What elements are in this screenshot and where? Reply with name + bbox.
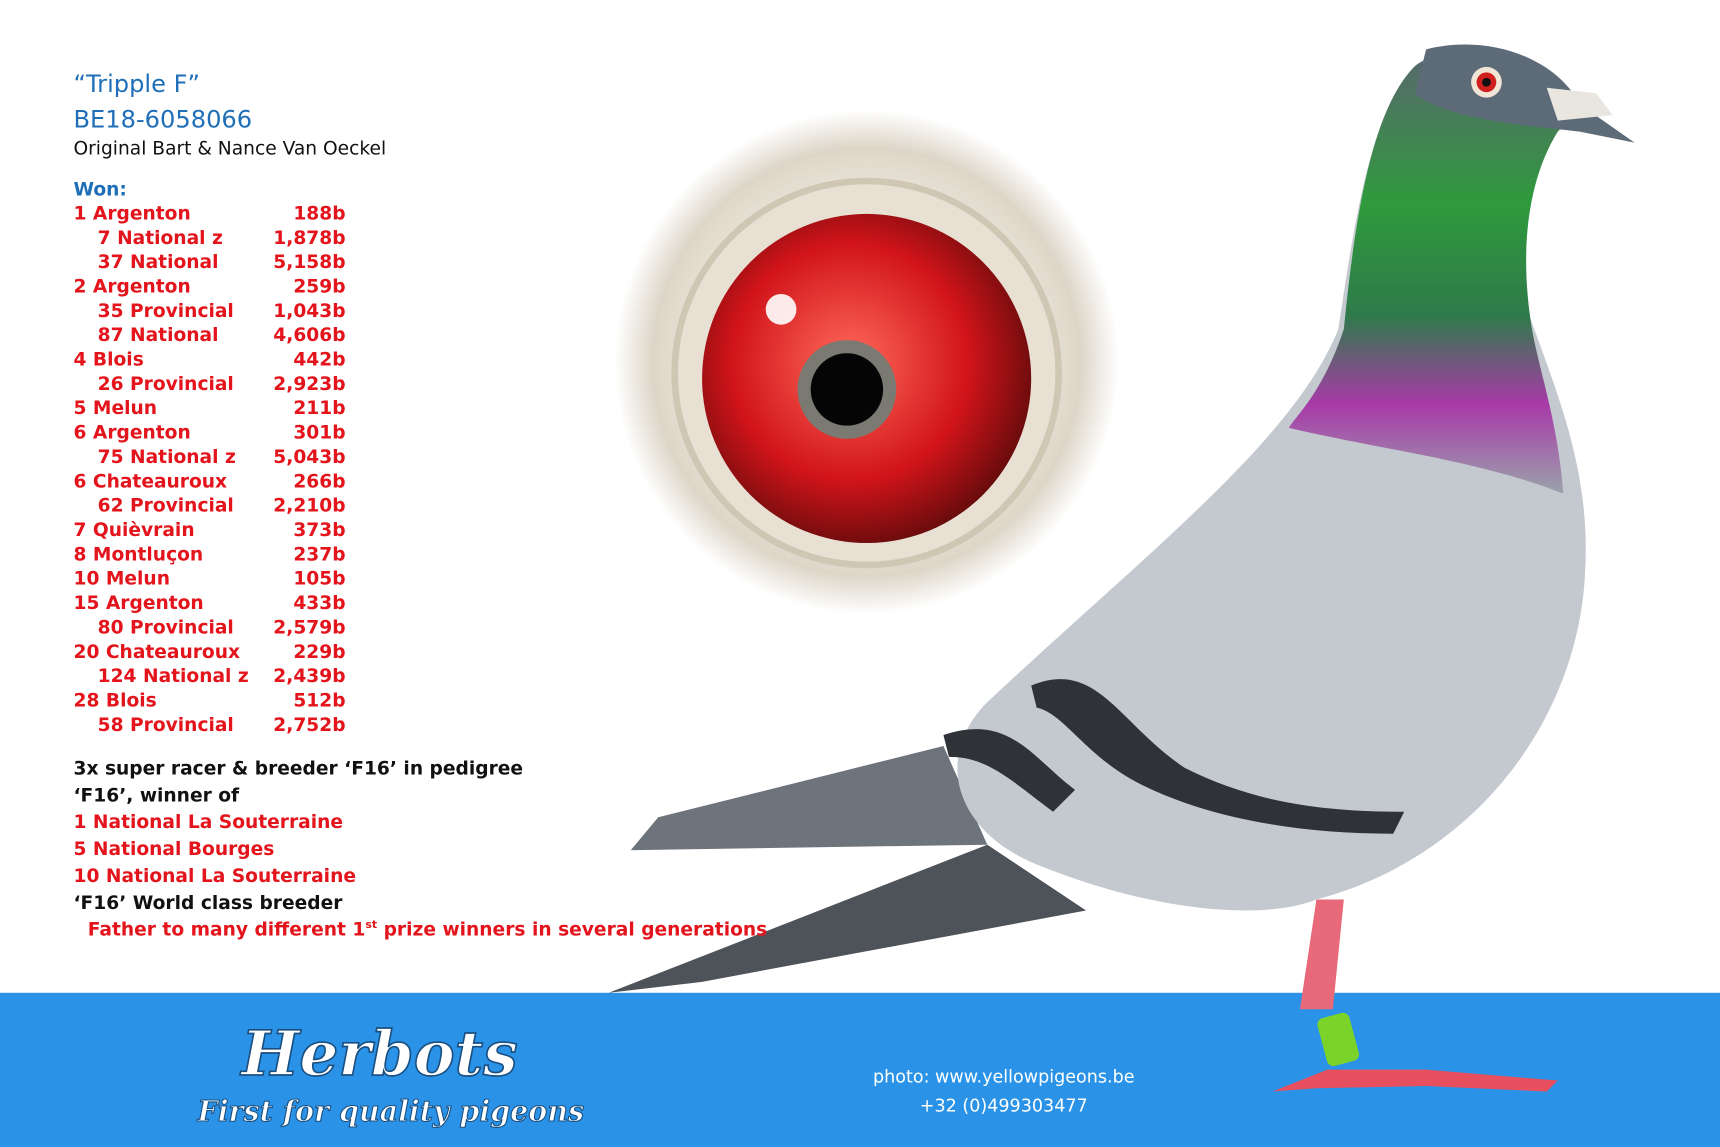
race: 35 Provincial — [98, 301, 234, 322]
won-label: Won: — [73, 179, 126, 200]
birds: 105b — [293, 569, 345, 590]
race: 87 National — [98, 325, 219, 346]
race: 6 Chateauroux — [73, 471, 227, 492]
race: 28 Blois — [73, 690, 156, 711]
art: “Tripple F” BE18-6058066 Original Bart &… — [0, 44, 1720, 1147]
race: 37 National — [98, 252, 219, 273]
birds: 2,439b — [273, 666, 345, 687]
birds: 237b — [293, 544, 345, 565]
father-part: st — [365, 918, 377, 931]
race: 124 National z — [98, 666, 249, 687]
eye-closeup — [614, 109, 1119, 615]
birds: 5,158b — [273, 252, 345, 273]
birds: 211b — [293, 398, 345, 419]
birds: 373b — [293, 520, 345, 541]
birds: 2,752b — [273, 715, 345, 736]
birds: 2,923b — [273, 374, 345, 395]
pigeon-name: “Tripple F” — [73, 70, 200, 98]
birds: 2,210b — [273, 496, 345, 517]
photo-credit: photo: www.yellowpigeons.be — [873, 1068, 1135, 1088]
ring-number: BE18-6058066 — [73, 105, 252, 133]
race: 15 Argenton — [73, 593, 203, 614]
birds: 1,878b — [273, 228, 345, 249]
race: 8 Montluçon — [73, 544, 203, 565]
father-part: Father to many different 1 — [88, 920, 366, 941]
birds: 266b — [293, 471, 345, 492]
pigeon — [608, 44, 1635, 1092]
race: 20 Chateauroux — [73, 642, 240, 663]
race: 58 Provincial — [98, 715, 234, 736]
race: 5 Melun — [73, 398, 157, 419]
winner-of: ‘F16’, winner of — [73, 785, 240, 806]
race: 10 Melun — [73, 569, 169, 590]
birds: 2,579b — [273, 617, 345, 638]
race: 6 Argenton — [73, 423, 190, 444]
breeder: ‘F16’ World class breeder — [73, 893, 343, 914]
race: 75 National z — [98, 447, 236, 468]
birds: 4,606b — [273, 325, 345, 346]
race: 2 Argenton — [73, 276, 190, 297]
race: 7 Quièvrain — [73, 520, 194, 541]
race: 26 Provincial — [98, 374, 234, 395]
phone: +32 (0)499303477 — [920, 1096, 1088, 1116]
text-layer: “Tripple F” BE18-6058066 Original Bart &… — [73, 70, 767, 941]
birds: 188b — [293, 203, 345, 224]
father-line: Father to many different 1st prize winne… — [88, 918, 767, 941]
birds: 512b — [293, 690, 345, 711]
tagline: First for quality pigeons — [196, 1094, 584, 1128]
race: 4 Blois — [73, 350, 143, 371]
footer-band — [0, 992, 1720, 1147]
birds: 301b — [293, 423, 345, 444]
race: 1 Argenton — [73, 203, 190, 224]
birds: 5,043b — [273, 447, 345, 468]
father-part: prize winners in several generations — [377, 920, 767, 941]
race: 80 Provincial — [98, 617, 234, 638]
origin: Original Bart & Nance Van Oeckel — [73, 139, 386, 160]
birds: 259b — [293, 276, 345, 297]
brand: Herbots — [239, 1018, 517, 1090]
pedigree-intro: 3x super racer & breeder ‘F16’ in pedigr… — [73, 758, 523, 779]
race: 62 Provincial — [98, 496, 234, 517]
f16-win: 10 National La Souterraine — [73, 866, 355, 887]
footer: Herbots First for quality pigeons photo:… — [196, 1017, 1135, 1128]
f16-win: 5 National Bourges — [73, 839, 274, 860]
race: 7 National z — [98, 228, 223, 249]
birds: 442b — [293, 350, 345, 371]
birds: 433b — [293, 593, 345, 614]
f16-win: 1 National La Souterraine — [73, 812, 343, 833]
birds: 1,043b — [273, 301, 345, 322]
birds: 229b — [293, 642, 345, 663]
